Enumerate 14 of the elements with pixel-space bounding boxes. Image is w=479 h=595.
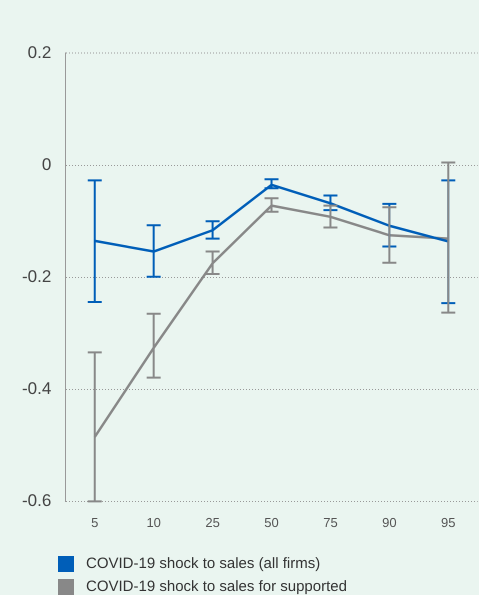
y-tick-label: 0.2 — [28, 42, 52, 62]
y-tick-label: -0.6 — [22, 491, 52, 510]
legend-label: COVID-19 shock to sales (all firms) — [86, 555, 320, 572]
x-tick-label: 90 — [382, 514, 397, 530]
x-tick-label: 95 — [441, 514, 456, 530]
y-tick-label: -0.4 — [22, 379, 52, 398]
x-tick-label: 10 — [146, 514, 161, 530]
x-tick-label: 5 — [91, 514, 98, 530]
x-tick-label: 25 — [205, 514, 220, 530]
x-tick-label: 50 — [264, 514, 279, 530]
x-tick-label: 75 — [323, 514, 338, 530]
y-tick-label: 0 — [42, 154, 52, 174]
legend-label: COVID-19 shock to sales for supported — [86, 578, 347, 595]
y-tick-label: -0.2 — [22, 266, 52, 286]
